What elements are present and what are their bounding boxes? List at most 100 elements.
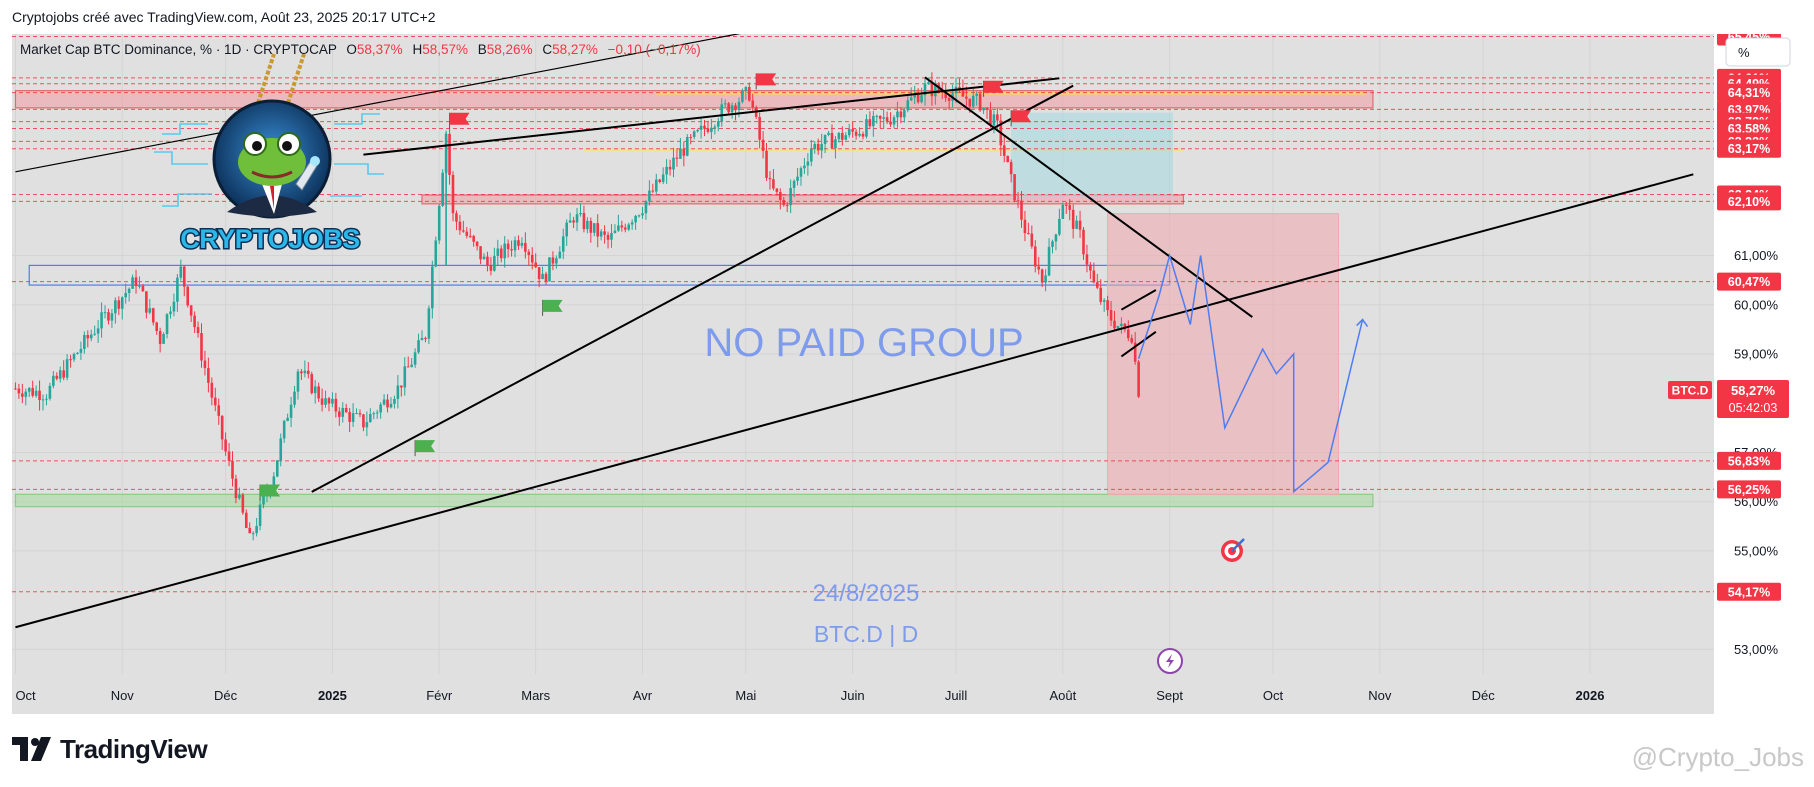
candle-body [965,96,968,99]
candle-body [524,242,527,252]
candle-body [286,417,289,421]
candle-body [1089,264,1092,271]
candle-body [613,230,617,234]
candle-body [1020,200,1023,220]
candle-body [83,334,86,349]
candle-body [779,192,782,201]
candle-body [551,257,555,264]
candle-body [1123,323,1127,330]
candle-body [513,240,517,251]
candle-body [658,179,662,182]
candle-body [52,375,55,386]
candle-body [217,405,221,416]
candle-body [1130,338,1134,343]
price-chart[interactable]: NO PAID GROUP 24/8/2025 BTC.D | D [12,34,1802,714]
time-tick-label: Févr [426,688,453,703]
candle-body [362,414,365,428]
candle-body [575,214,579,223]
candle-body [162,334,165,344]
candle-body [796,176,799,181]
candle-body [100,312,103,329]
legend-b-value: 58,26% [487,42,533,57]
candle-body [172,301,176,312]
candle-body [765,150,768,178]
candle-body [1047,246,1051,276]
candle-body [675,157,679,159]
candle-body [572,220,575,223]
candle-body [437,205,441,241]
candle-body [468,235,472,237]
candle-body [282,420,286,439]
candle-body [379,404,382,413]
candle-body [241,494,245,513]
candle-body [134,277,138,287]
candle-body [213,397,217,406]
candle-body [289,404,293,418]
price-axis[interactable]: 61,00%60,00%59,00%57,00%56,00%55,00%53,0… [1668,34,1789,657]
candle-body [334,398,338,412]
candle-body [169,311,172,315]
zone-rect [421,194,1185,205]
time-axis[interactable]: Oct Nov Déc 2025 Févr Mars Avr Mai Juin Juill Août… [15,688,1604,703]
time-tick-label: Juill [945,688,968,703]
candle-body [651,190,655,192]
candle-body [823,134,827,145]
candle-body [351,413,355,422]
trendlines [15,34,1694,629]
candle-body [306,370,310,375]
level-label-bg [1717,582,1781,601]
candle-body [76,352,79,354]
candle-body [758,117,761,140]
candle-body [186,286,190,306]
legend-o-value: 58,37% [357,42,403,57]
trendline [1120,331,1157,358]
candle-body [455,213,458,222]
candle-body [1033,246,1037,267]
legend-c-value: 58,27% [552,42,598,57]
legend-o-label: O [346,42,357,57]
legend-change: −0,10 (−0,17%) [608,42,701,57]
legend-h-value: 58,57% [422,42,468,57]
candle-body [65,359,69,378]
candle-body [944,92,947,99]
symbol-tag-bg [1668,380,1712,399]
trendline [1120,289,1157,311]
candle-body [127,288,131,293]
percent-scale-button[interactable]: % [1725,37,1791,67]
time-tick-label: Mai [735,688,756,703]
candle-body [623,227,627,230]
candle-body [1064,204,1068,206]
lightning-icon[interactable] [1157,648,1183,674]
level-label: 60,47% [1728,275,1770,289]
projection-path [1137,252,1369,494]
candle-body [441,172,444,206]
candle-body [617,225,620,231]
candle-body [882,117,885,119]
candle-body [789,187,792,206]
price-tick-label: 60,00% [1734,297,1779,312]
candle-body [413,352,417,365]
candle-body [782,200,786,206]
candle-body [355,413,358,415]
candle-body [837,132,841,140]
candle-body [158,330,162,344]
candle-body [89,334,93,339]
candle-body [472,235,475,242]
candle-body [165,314,169,335]
candle-body [803,165,806,169]
time-tick-label: Sept [1156,688,1183,703]
candle-body [913,94,916,98]
candle-body [555,258,558,264]
candle-body [382,399,386,405]
candle-body [620,225,624,228]
candle-body [1030,233,1034,247]
tradingview-mark-icon [12,737,51,761]
candle-body [107,312,110,321]
candle-body [603,231,606,235]
tradingview-logo[interactable]: TradingView [12,732,208,766]
candle-body [961,90,965,97]
level-label-bg [1717,480,1781,499]
candle-body [375,412,379,414]
candle-body [579,213,582,215]
candle-body [858,133,861,136]
